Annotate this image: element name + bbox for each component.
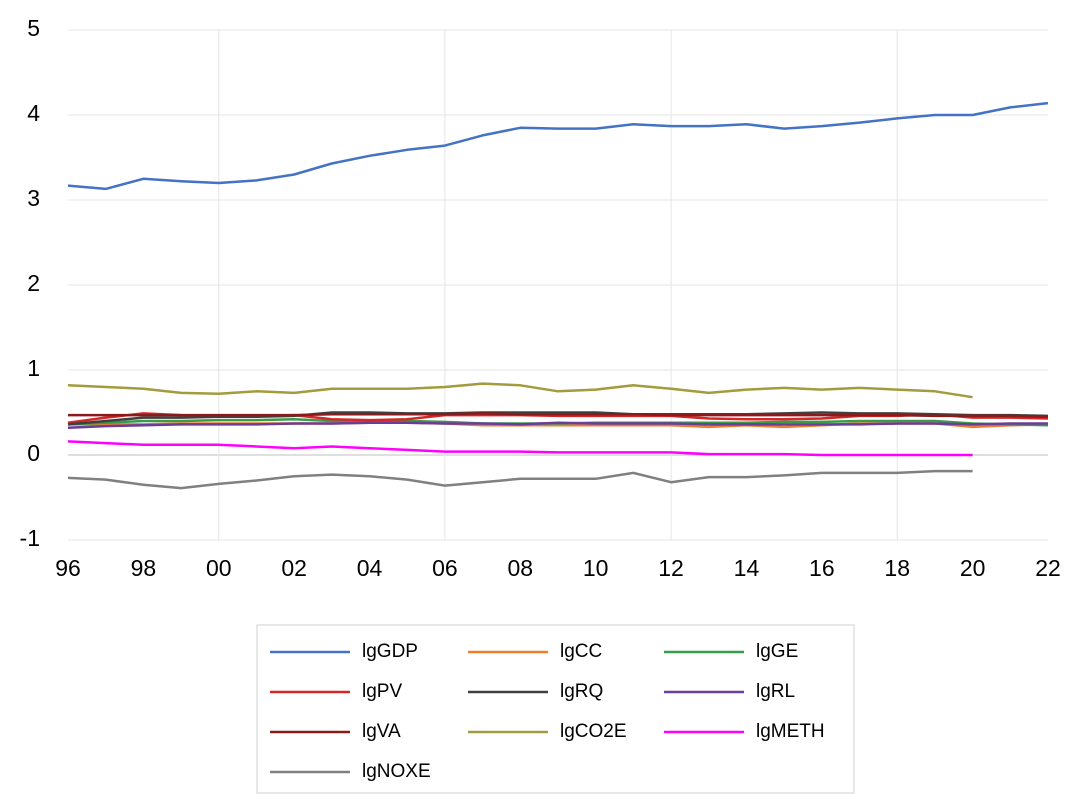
x-tick-label: 10 xyxy=(583,555,609,581)
series-line xyxy=(67,421,1048,430)
legend-label: lgGDP xyxy=(362,641,418,662)
legend-box xyxy=(256,624,855,794)
y-tick-label: 0 xyxy=(27,440,40,466)
series-line xyxy=(67,101,1049,191)
x-tick-label: 00 xyxy=(206,555,232,581)
x-tick-label: 06 xyxy=(432,555,458,581)
x-tick-label: 02 xyxy=(281,555,307,581)
legend-label: lgCC xyxy=(560,641,602,662)
x-tick-label: 22 xyxy=(1035,555,1061,581)
x-tick-label: 12 xyxy=(658,555,684,581)
x-tick-label: 98 xyxy=(131,555,157,581)
series-line xyxy=(68,412,1049,419)
series-line xyxy=(67,411,1049,426)
x-tick-label: 04 xyxy=(357,555,383,581)
x-tick-label: 18 xyxy=(884,555,910,581)
y-tick-label: -1 xyxy=(20,525,40,551)
legend-label: lgRQ xyxy=(560,681,603,702)
series-line xyxy=(67,440,973,457)
x-tick-label: 20 xyxy=(960,555,986,581)
x-tick-label: 16 xyxy=(809,555,835,581)
legend-label: lgCO2E xyxy=(560,721,627,742)
series-line xyxy=(67,469,973,490)
legend-label: lgNOXE xyxy=(362,761,431,782)
legend-label: lgRL xyxy=(756,681,795,702)
x-tick-label: 96 xyxy=(55,555,81,581)
y-tick-label: 2 xyxy=(27,270,40,296)
y-tick-label: 3 xyxy=(27,185,40,211)
y-tick-label: 5 xyxy=(27,15,40,41)
legend-label: lgGE xyxy=(756,641,798,662)
x-tick-label: 14 xyxy=(734,555,760,581)
y-tick-label: 1 xyxy=(27,355,40,381)
y-tick-label: 4 xyxy=(27,100,40,126)
series-line xyxy=(67,382,973,399)
x-tick-label: 08 xyxy=(508,555,534,581)
legend-label: lgPV xyxy=(362,681,402,702)
legend-label: lgMETH xyxy=(756,721,825,742)
legend-label: lgVA xyxy=(362,721,401,742)
